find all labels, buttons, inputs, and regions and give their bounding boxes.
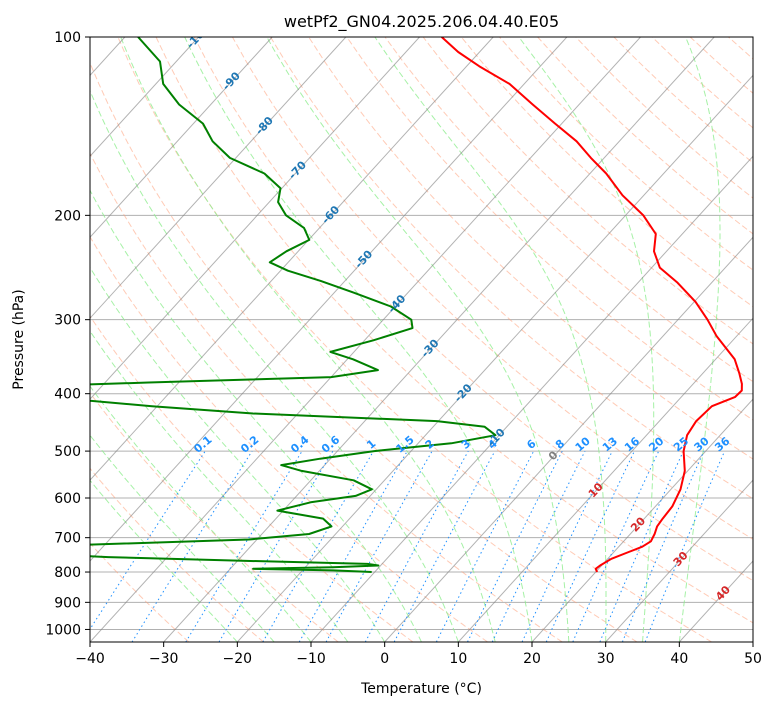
dry-adiabat-line — [90, 235, 488, 642]
x-tick-label: 40 — [670, 651, 688, 667]
moist-adiabat-line — [266, 37, 570, 642]
moist-adiabat-line — [90, 434, 275, 642]
y-tick-label: 1000 — [45, 622, 81, 638]
profiles — [90, 37, 743, 573]
dry-adiabat-line — [193, 37, 753, 582]
moist-adiabat-line — [518, 37, 655, 642]
y-tick-label: 700 — [54, 531, 81, 547]
y-tick-label: 800 — [54, 565, 81, 581]
mixing-ratio-line — [90, 450, 206, 631]
isotherm-line — [90, 37, 347, 319]
isotherm-line — [90, 37, 199, 158]
dry-adiabat-line — [384, 37, 753, 383]
y-tick-label: 500 — [54, 444, 81, 460]
dry-adiabat-line — [460, 37, 753, 308]
mixing-ratio-line — [185, 450, 303, 642]
y-tick-label: 200 — [54, 208, 81, 224]
isotherm-line — [236, 74, 753, 642]
moist-adiabat-line — [90, 385, 312, 642]
isotherms — [90, 37, 753, 642]
mixing-ratio-line — [545, 450, 635, 642]
moist-adiabat-line — [90, 479, 238, 642]
moist-adiabat-line — [90, 89, 459, 642]
isotherm-line — [384, 236, 753, 642]
dry-adiabat-line — [90, 61, 638, 642]
isotherm-line — [310, 155, 753, 642]
isotherm-line — [90, 37, 420, 400]
moist-adiabat-line — [90, 189, 422, 642]
moist-adiabat-line — [120, 37, 496, 642]
plot-frame — [89, 36, 754, 643]
x-tick-label: 10 — [449, 651, 467, 667]
x-axis-label: Temperature (°C) — [360, 681, 482, 697]
isotherm-line — [90, 37, 568, 562]
x-tick-label: 0 — [380, 651, 389, 667]
mixing-ratio-line — [131, 450, 253, 642]
isotherm-line — [90, 37, 494, 481]
moist-adiabat-line — [90, 330, 349, 642]
dewpoint-profile-line — [90, 37, 497, 573]
y-axis-label: Pressure (hPa) — [11, 289, 27, 389]
mixing-ratio-line — [218, 450, 334, 642]
moist-adiabat-line — [678, 37, 721, 642]
mixing-ratio-line — [491, 450, 586, 642]
mixing-ratio-line — [364, 450, 469, 642]
dry-adiabat-line — [90, 467, 264, 642]
mixing-ratio-line — [467, 450, 563, 642]
temperature-profile-line — [441, 37, 743, 573]
isotherm-line — [531, 398, 753, 642]
isotherm-line — [163, 37, 715, 642]
x-tick-label: −40 — [75, 651, 105, 667]
moist-adiabats — [90, 37, 721, 642]
x-tick-label: −20 — [223, 651, 253, 667]
y-tick-label: 100 — [54, 30, 81, 46]
x-tick-label: −10 — [296, 651, 326, 667]
y-tick-label: 300 — [54, 313, 81, 329]
y-tick-label: 600 — [54, 491, 81, 507]
mixing-ratio-lines — [90, 450, 726, 642]
dry-adiabat-line — [90, 152, 563, 642]
dry-adiabat-line — [346, 37, 753, 421]
x-tick-label: 30 — [597, 651, 615, 667]
dry-adiabat-line — [270, 37, 753, 500]
mixing-ratio-line — [521, 450, 613, 642]
x-tick-label: −30 — [149, 651, 179, 667]
moist-adiabat-line — [374, 37, 607, 642]
y-axis: 100 200 300 400 500 600 700 800 900 1000 — [45, 30, 90, 638]
x-axis: −40 −30 −20 −10 0 10 20 30 40 50 — [75, 642, 762, 667]
chart-title: wetPf2_GN04.2025.206.04.40.E05 — [284, 12, 559, 32]
x-tick-label: 50 — [744, 651, 762, 667]
x-tick-label: 20 — [523, 651, 541, 667]
moist-adiabat-line — [90, 266, 386, 642]
isotherm-line — [605, 479, 753, 642]
dry-adiabat-line — [90, 392, 339, 642]
isotherm-line — [90, 37, 273, 238]
mixing-ratio-line — [393, 450, 496, 642]
y-tick-label: 400 — [54, 387, 81, 403]
dry-adiabat-line — [155, 37, 753, 624]
isotherm-line — [457, 317, 753, 642]
y-tick-label: 900 — [54, 595, 81, 611]
mixing-ratio-line — [262, 450, 374, 642]
